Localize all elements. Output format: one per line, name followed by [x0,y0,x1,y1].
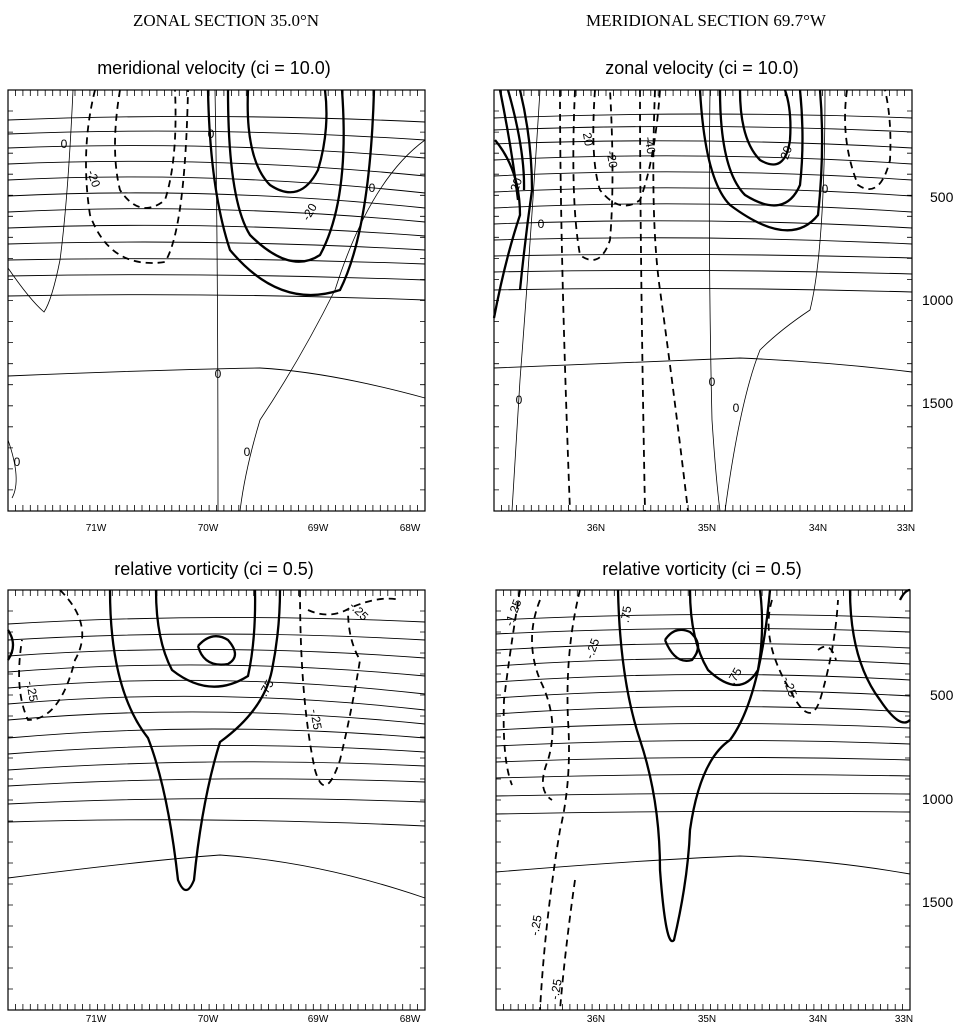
depth-axis-labels: 500 1000 1500 [922,687,954,910]
panel-title: relative vorticity (ci = 0.5) [602,559,802,579]
tick-marks [494,90,912,511]
x-tick-label: 33N [895,1014,913,1025]
isopycnal-lines [7,115,426,399]
contour-labels: -40 -20 20 20 0 0 0 0 0 20 [507,132,828,415]
x-tick-label: 34N [809,523,827,534]
contour-label: -.25 [307,708,324,731]
x-axis-labels: 36N 35N 34N 33N [587,523,915,534]
depth-label: 1000 [922,292,953,308]
contour-label: -20 [84,168,103,189]
depth-axis-labels: 500 1000 1500 [922,189,954,411]
contour-label: -20 [604,150,621,170]
x-tick-label: 70W [198,1014,219,1025]
x-tick-label: 69W [308,523,329,534]
positive-contours [206,89,376,297]
x-tick-label: 71W [86,523,107,534]
depth-label: 500 [930,687,954,703]
tick-marks [8,90,425,511]
contour-label: 20 [777,144,795,162]
panel-relative-vorticity-zonal: relative vorticity (ci = 0.5) [7,559,426,1025]
x-axis-labels: 71W 70W 69W 68W [86,1014,421,1025]
x-tick-label: 71W [86,1014,107,1025]
tick-mark-path [494,90,912,511]
contour-label: 0 [733,401,740,415]
contour-label: 0 [215,367,222,381]
panel-meridional-velocity: meridional velocity (ci = 10.0) [7,58,426,534]
positive-contours [7,589,282,892]
panel-zonal-velocity: zonal velocity (ci = 10.0) [492,58,954,534]
negative-contours [502,589,839,1011]
contour-label: -1.25 [502,597,525,628]
contour-label: .75 [618,605,635,624]
isopycnal-lines [7,617,426,899]
isopycnal-lines [495,613,911,875]
tick-mark-path [8,590,425,1010]
contour-label: -40 [642,136,659,156]
contour-label: -.25 [527,914,544,937]
contour-label: 20 [580,132,596,148]
header-zonal-section: ZONAL SECTION 35.0°N [133,11,319,30]
x-tick-label: 35N [698,523,716,534]
x-axis-labels: 36N 35N 34N 33N [587,1014,913,1025]
contour-label: 0 [709,375,716,389]
panel-title: relative vorticity (ci = 0.5) [114,559,314,579]
x-tick-label: 36N [587,523,605,534]
zero-contours [511,89,826,512]
x-tick-label: 70W [198,523,219,534]
x-axis-labels: 71W 70W 69W 68W [86,523,421,534]
contour-label: 0 [822,182,829,196]
depth-label: 1500 [922,395,953,411]
contour-label: -.25 [780,675,800,700]
positive-contours [492,89,824,319]
contour-label: -.25 [23,680,40,703]
x-tick-label: 68W [400,523,421,534]
contour-label: 20 [507,176,525,194]
x-tick-label: 36N [587,1014,605,1025]
panel-title: zonal velocity (ci = 10.0) [605,58,799,78]
plot-frame [495,589,911,1011]
panel-title: meridional velocity (ci = 10.0) [97,58,331,78]
tick-mark-path [8,90,425,511]
isopycnal-lines [493,113,913,373]
negative-contours [85,89,189,264]
contour-label: -.25 [547,978,564,1001]
contour-label: .75 [256,677,277,699]
contour-label: -20 [299,201,320,223]
positive-contours [616,588,911,943]
contour-label: 0 [516,393,523,407]
x-tick-label: 69W [308,1014,329,1025]
contour-label: -.25 [582,636,602,661]
tick-mark-path [496,590,910,1010]
panel-relative-vorticity-meridional: relative vorticity (ci = 0.5) [495,559,954,1025]
depth-label: 500 [930,189,954,205]
contour-label: 0 [208,127,215,141]
depth-label: 1500 [922,894,953,910]
x-tick-label: 35N [698,1014,716,1025]
contour-label: 0 [538,217,545,231]
depth-label: 1000 [922,791,953,807]
tick-marks [496,590,910,1010]
x-tick-label: 34N [809,1014,827,1025]
negative-contours [559,89,892,512]
contour-label: 0 [14,455,21,469]
zero-contours [7,89,426,512]
contour-label: 0 [61,137,68,151]
contour-label: 0 [244,445,251,459]
x-tick-label: 33N [897,523,915,534]
negative-contours [18,589,401,787]
header-meridional-section: MERIDIONAL SECTION 69.7°W [586,11,827,30]
tick-marks [8,590,425,1010]
contour-labels: -1.25 .75 -.25 .75 -.25 -.25 -.25 [502,597,800,1001]
contour-label: 0 [369,181,376,195]
x-tick-label: 68W [400,1014,421,1025]
